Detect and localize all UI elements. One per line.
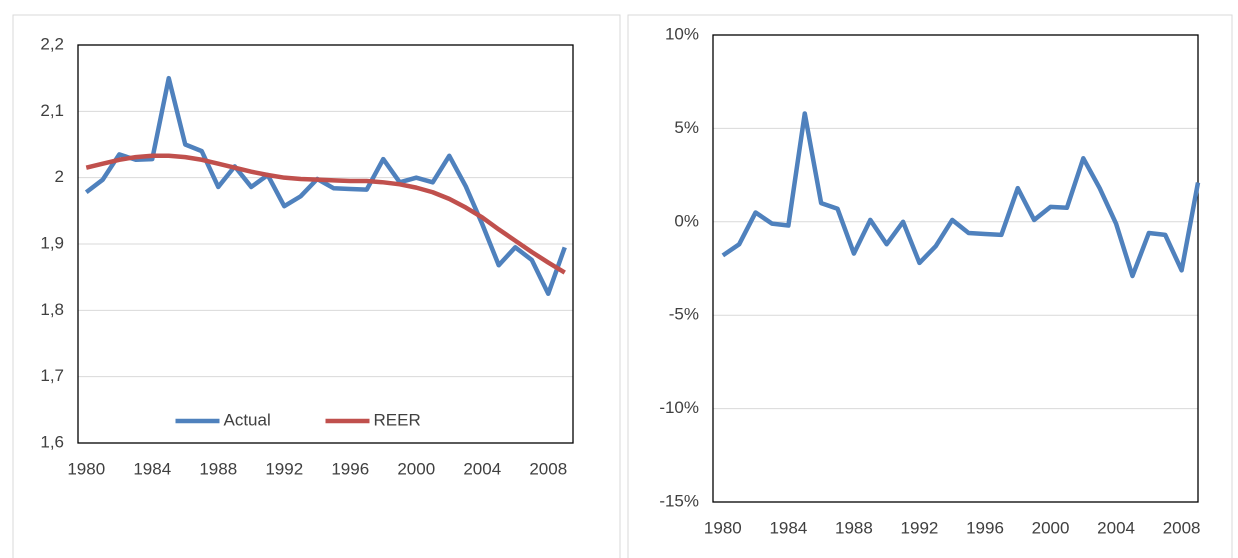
y-tick-label: 0% [674, 211, 699, 230]
data-line [85, 153, 566, 275]
x-tick-label: 1992 [901, 518, 939, 537]
y-tick-label: 1,8 [40, 300, 64, 319]
x-tick-label: 2000 [1032, 518, 1070, 537]
x-tick-label: 1984 [133, 459, 171, 478]
x-tick-label: 2004 [1097, 518, 1135, 537]
x-tick-label: 2004 [463, 459, 501, 478]
y-tick-label: 5% [674, 118, 699, 137]
chart-frame [12, 14, 621, 558]
plot-area [77, 44, 574, 444]
y-tick-label: 2,2 [40, 34, 64, 53]
plot-area [712, 34, 1199, 503]
y-tick-label: 10% [665, 24, 699, 43]
y-tick-label: 1,7 [40, 366, 64, 385]
x-tick-label: 1996 [966, 518, 1004, 537]
data-line [721, 111, 1201, 279]
x-tick-label: 1980 [67, 459, 105, 478]
y-tick-label: -10% [659, 398, 699, 417]
x-tick-label: 1980 [704, 518, 742, 537]
x-tick-label: 1988 [199, 459, 237, 478]
x-tick-label: 1996 [331, 459, 369, 478]
x-tick-label: 1984 [769, 518, 807, 537]
x-tick-label: 2008 [1163, 518, 1201, 537]
chart-frame [627, 14, 1233, 558]
legend-label: Actual [224, 410, 271, 429]
y-tick-label: 2 [55, 167, 64, 186]
y-tick-label: 1,6 [40, 432, 64, 451]
legend-label: REER [374, 410, 421, 429]
y-tick-label: 1,9 [40, 233, 64, 252]
y-tick-label: -5% [669, 305, 699, 324]
x-tick-label: 2000 [397, 459, 435, 478]
x-tick-label: 2008 [529, 459, 567, 478]
y-tick-label: 2,1 [40, 101, 64, 120]
x-tick-label: 1988 [835, 518, 873, 537]
x-tick-label: 1992 [265, 459, 303, 478]
y-tick-label: -15% [659, 491, 699, 510]
data-line [84, 75, 567, 296]
